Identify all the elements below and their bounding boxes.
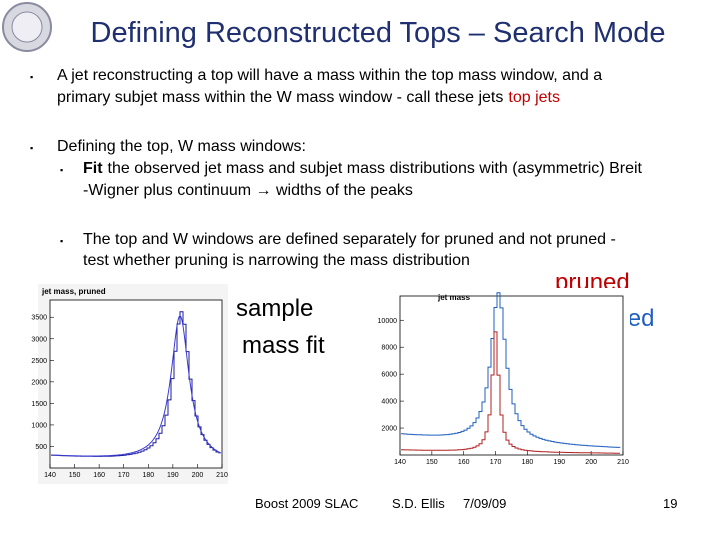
x-tick-label: 180 bbox=[142, 472, 154, 479]
sub-bullet: ▪ bbox=[60, 236, 63, 246]
y-tick-label: 4000 bbox=[381, 399, 397, 406]
text-run: primary subjet mass within the W mass wi… bbox=[57, 89, 503, 106]
plot-frame bbox=[49, 299, 223, 469]
x-tick-label: 190 bbox=[167, 472, 179, 479]
y-tick-label: 2500 bbox=[31, 358, 47, 365]
histogram-shape bbox=[401, 331, 620, 454]
bullet-text: A jet reconstructing a top will have a m… bbox=[57, 67, 602, 84]
x-tick-label: 190 bbox=[553, 459, 565, 466]
plots: jet mass, pruned 140 150 160 170 180 190 200 210… bbox=[31, 284, 630, 484]
y-tick-label: 2000 bbox=[31, 379, 47, 386]
x-tick-label: 140 bbox=[44, 472, 56, 479]
plot: jet mass 140 150 160 170 180 190 200 210 2000 4000… bbox=[372, 288, 630, 466]
text-run: the observed jet mass and subjet mass di… bbox=[108, 160, 643, 177]
bullet-text: The top and W windows are defined separa… bbox=[83, 231, 616, 248]
bullet-text: Fit the observed jet mass and subjet mass… bbox=[83, 160, 643, 177]
histogram-shape bbox=[401, 292, 621, 448]
bold-run: Fit bbox=[83, 160, 103, 177]
y-tick-label: 500 bbox=[35, 444, 47, 451]
x-tick-label: 180 bbox=[522, 459, 534, 466]
x-tick-label: 150 bbox=[69, 472, 81, 479]
plot-frame bbox=[399, 295, 624, 456]
x-tick-label: 170 bbox=[490, 459, 502, 466]
x-tick-label: 160 bbox=[458, 459, 470, 466]
x-tick-label: 200 bbox=[192, 472, 204, 479]
sub-bullet: ▪ bbox=[60, 165, 63, 175]
footer-page: 19 bbox=[663, 496, 677, 511]
x-tick-label: 170 bbox=[118, 472, 130, 479]
histogram-shape bbox=[51, 314, 222, 457]
bullet-text: Defining the top, W mass windows: bbox=[57, 138, 306, 155]
plot: jet mass, pruned 140 150 160 170 180 190 200 210… bbox=[31, 284, 228, 484]
y-tick-label: 8000 bbox=[381, 345, 397, 352]
plot-title: jet mass bbox=[437, 293, 471, 302]
x-tick-label: 150 bbox=[426, 459, 438, 466]
x-tick-label: 210 bbox=[617, 459, 629, 466]
title: Defining Reconstructed Tops – Search Mod… bbox=[91, 17, 666, 49]
bullet-text: primary subjet mass within the W mass wi… bbox=[57, 89, 560, 106]
y-tick-label: 3000 bbox=[31, 336, 47, 343]
annotation: mass fit bbox=[242, 332, 325, 359]
footer-author: S.D. Ellis bbox=[392, 496, 445, 511]
highlight: top jets bbox=[508, 89, 560, 106]
bullet: ▪ bbox=[30, 143, 33, 153]
bullet-text: test whether pruning is narrowing the ma… bbox=[83, 252, 470, 269]
bullet-text: -Wigner plus continuum → widths of the p… bbox=[83, 182, 413, 199]
x-tick-label: 160 bbox=[93, 472, 105, 479]
x-tick-label: 200 bbox=[585, 459, 597, 466]
plot-title: jet mass, pruned bbox=[41, 287, 106, 296]
bullet: ▪ bbox=[30, 72, 33, 82]
x-tick-label: 140 bbox=[394, 459, 406, 466]
y-tick-label: 2000 bbox=[381, 426, 397, 433]
logo bbox=[2, 2, 52, 52]
y-tick-label: 1000 bbox=[31, 422, 47, 429]
y-tick-label: 6000 bbox=[381, 372, 397, 379]
y-tick-label: 1500 bbox=[31, 401, 47, 408]
y-tick-label: 3500 bbox=[31, 315, 47, 322]
x-tick-label: 210 bbox=[216, 472, 228, 479]
annotation: sample bbox=[236, 295, 313, 322]
footer-event: Boost 2009 SLAC bbox=[255, 496, 358, 511]
y-tick-label: 10000 bbox=[378, 318, 398, 325]
footer-date: 7/09/09 bbox=[463, 496, 506, 511]
